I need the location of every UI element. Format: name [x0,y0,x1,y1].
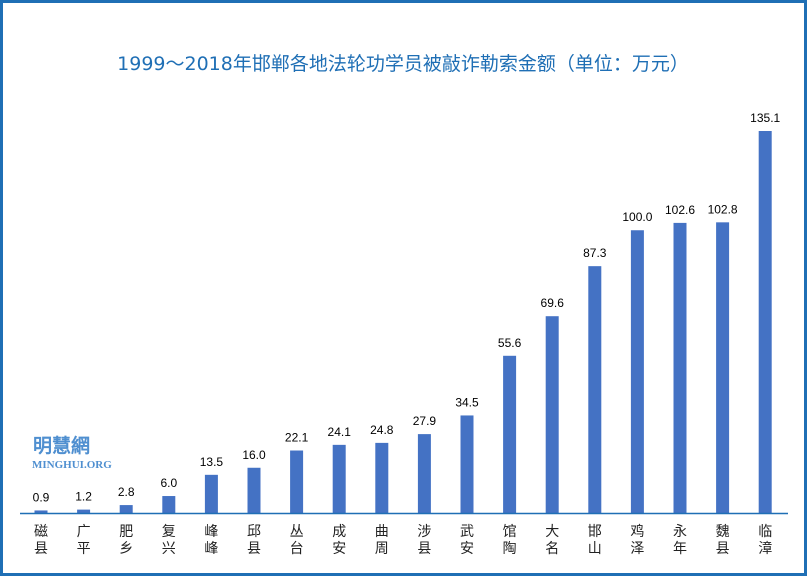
bar-4 [204,474,218,513]
category-label-14: 鸡泽 [630,523,644,557]
bar-8 [375,442,389,513]
data-label-16: 102.8 [708,202,738,216]
logo-chinese: 明慧網 [33,434,90,457]
data-label-7: 24.1 [328,425,352,439]
data-label-14: 100.0 [622,210,652,224]
category-label-11: 馆陶 [503,524,517,557]
data-label-11: 55.6 [498,336,522,350]
category-label-2: 肥乡 [119,524,133,557]
data-label-15: 102.6 [665,203,695,217]
data-label-2: 2.8 [118,485,135,499]
minghui-logo: 明慧網 MINGHUI.ORG [32,434,112,471]
category-label-6: 丛台 [290,524,304,557]
category-label-0: 磁县 [34,524,48,557]
bar-10 [460,415,474,513]
category-label-4: 峰峰 [204,524,218,557]
bar-1 [77,509,91,513]
data-label-4: 13.5 [200,455,224,469]
data-label-1: 1.2 [75,490,92,504]
category-label-3: 复兴 [162,523,176,557]
category-label-9: 涉县 [417,524,431,557]
data-label-9: 27.9 [413,414,437,428]
data-label-17: 135.1 [750,111,780,125]
bar-12 [545,316,559,513]
data-label-3: 6.0 [160,476,177,490]
bar-16 [716,222,730,513]
logo-english: MINGHUI.ORG [32,459,112,471]
category-label-7: 成安 [332,524,346,557]
bar-17 [758,131,772,513]
category-label-13: 邯山 [588,524,602,557]
data-label-0: 0.9 [33,490,50,504]
data-label-6: 22.1 [285,431,309,445]
data-label-12: 69.6 [541,296,565,310]
category-label-16: 魏县 [716,524,730,557]
bar-0 [34,510,48,513]
data-label-8: 24.8 [370,423,394,437]
chart-title: 1999～2018年邯郸各地法轮功学员被敲诈勒索金额（单位：万元） [117,53,689,75]
data-label-13: 87.3 [583,246,607,260]
bar-7 [332,444,346,513]
category-label-17: 临漳 [758,524,772,557]
bar-2 [119,505,133,513]
bar-3 [162,496,176,513]
data-label-5: 16.0 [242,448,266,462]
category-label-8: 曲周 [375,524,389,557]
category-label-15: 永年 [673,524,687,557]
bar-15 [673,222,687,513]
category-label-5: 邱县 [247,524,261,557]
category-label-1: 广平 [77,524,91,557]
bar-9 [417,434,431,513]
category-label-10: 武安 [460,524,474,557]
bar-11 [503,355,517,513]
data-label-10: 34.5 [455,395,479,409]
bar-14 [630,230,644,513]
bar-6 [290,450,304,513]
bar-5 [247,467,261,513]
bar-13 [588,266,602,513]
category-label-12: 大名 [545,524,559,557]
